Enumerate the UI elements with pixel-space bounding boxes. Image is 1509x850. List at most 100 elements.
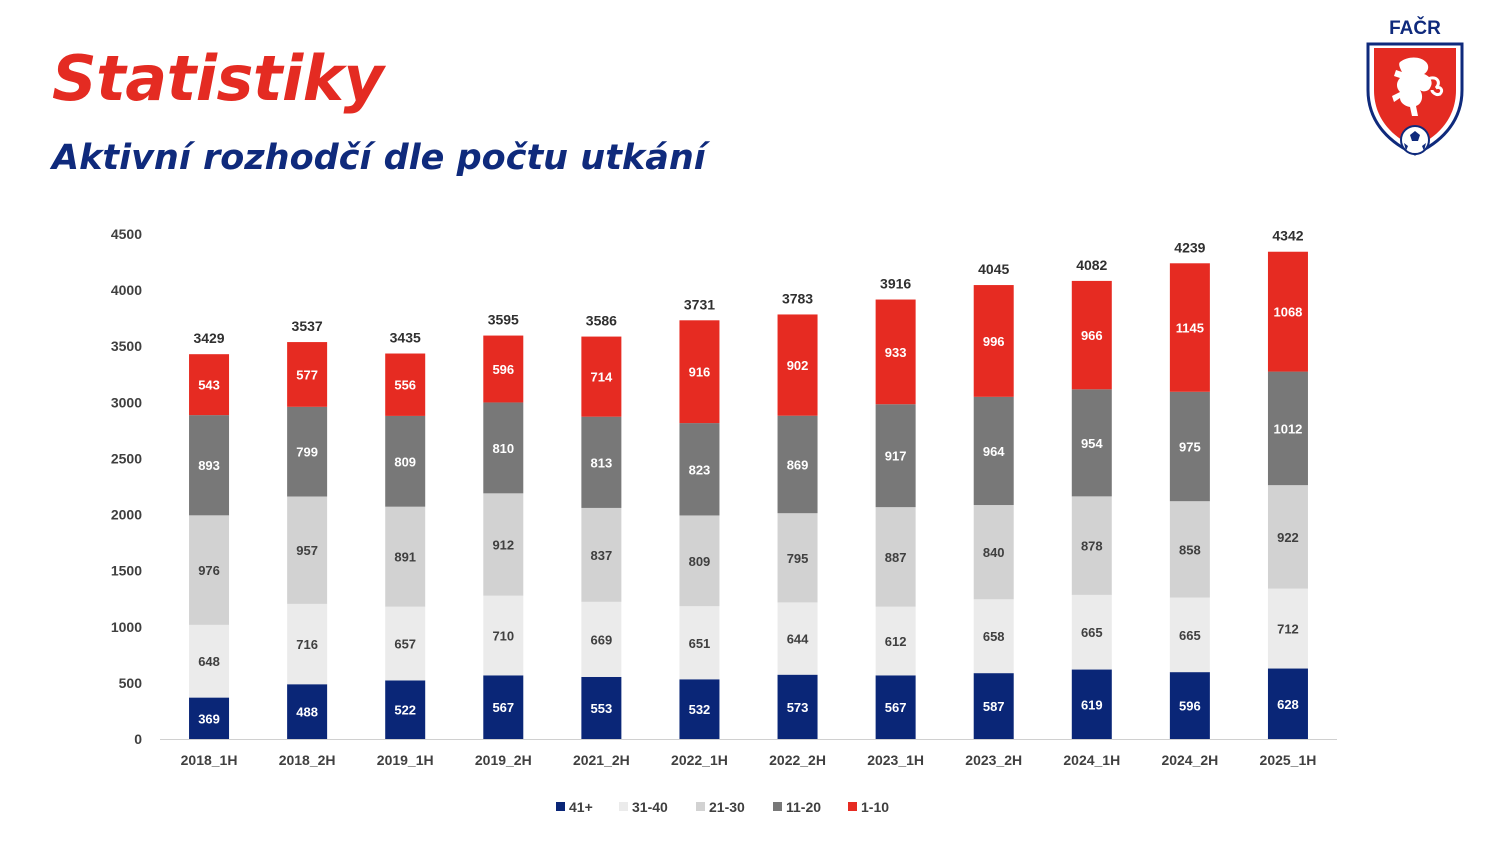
data-label: 917: [885, 449, 907, 464]
bar-segment-11-20: [777, 415, 818, 514]
total-label: 3916: [880, 276, 911, 292]
y-tick-label: 500: [119, 675, 143, 691]
bar-segment-11-20: [973, 396, 1014, 506]
data-label: 488: [296, 705, 318, 720]
bar-segment-41+: [875, 675, 916, 739]
bar-segment-11-20: [581, 416, 622, 508]
total-label: 3586: [586, 313, 617, 329]
data-label: 799: [296, 445, 318, 460]
bar-segment-41+: [679, 679, 720, 739]
x-tick-label: 2022_2H: [769, 752, 826, 768]
data-label: 823: [689, 462, 711, 477]
x-tick-label: 2023_1H: [867, 752, 924, 768]
page-title: Statistiky: [52, 42, 384, 115]
bar-segment-41+: [973, 673, 1014, 739]
data-label: 837: [591, 548, 613, 563]
data-label: 858: [1179, 542, 1201, 557]
legend-label: 31-40: [632, 799, 668, 815]
total-label: 3435: [390, 330, 421, 346]
data-label: 657: [394, 637, 416, 652]
data-label: 810: [492, 441, 514, 456]
bar-segment-41+: [777, 674, 818, 739]
bar-segment-31-40: [189, 624, 230, 698]
data-label: 543: [198, 378, 220, 393]
bar-segment-21-30: [385, 506, 426, 607]
bar-segment-11-20: [1071, 389, 1112, 497]
lion-crest-icon: [1392, 57, 1444, 116]
x-tick-label: 2025_1H: [1260, 752, 1317, 768]
data-label: 587: [983, 699, 1005, 714]
legend-label: 21-30: [709, 799, 745, 815]
legend-swatch: [773, 802, 782, 811]
bar-segment-11-20: [679, 423, 720, 516]
bar-segment-21-30: [1071, 496, 1112, 595]
total-label: 4082: [1076, 257, 1107, 273]
x-tick-label: 2019_1H: [377, 752, 434, 768]
bar-segment-1-10: [1071, 280, 1112, 390]
bar-segment-41+: [1169, 672, 1210, 739]
data-label: 954: [1081, 436, 1103, 451]
bar-segment-11-20: [483, 402, 524, 494]
y-tick-label: 4500: [111, 226, 142, 242]
bar-segment-1-10: [189, 354, 230, 416]
total-label: 4239: [1174, 239, 1205, 255]
legend-label: 41+: [569, 799, 593, 815]
y-tick-label: 1500: [111, 563, 142, 579]
bar-segment-41+: [1071, 669, 1112, 739]
data-label: 665: [1179, 628, 1201, 643]
total-label: 3595: [488, 312, 519, 328]
x-tick-label: 2023_2H: [965, 752, 1022, 768]
data-label: 996: [983, 334, 1005, 349]
total-label: 3731: [684, 296, 715, 312]
data-label: 567: [885, 700, 907, 715]
data-label: 532: [689, 702, 711, 717]
data-label: 669: [591, 632, 613, 647]
data-label: 869: [787, 457, 809, 472]
bar-segment-1-10: [483, 335, 524, 403]
bar-segment-41+: [581, 676, 622, 739]
legend-swatch: [619, 802, 628, 811]
bar-segment-41+: [189, 697, 230, 739]
total-label: 3429: [193, 330, 224, 346]
bar-segment-31-40: [679, 606, 720, 680]
data-label: 1012: [1273, 421, 1302, 436]
bar-segment-1-10: [1267, 251, 1308, 372]
y-tick-label: 3500: [111, 338, 142, 354]
bar-segment-31-40: [875, 606, 916, 676]
data-label: 809: [689, 554, 711, 569]
x-tick-label: 2019_2H: [475, 752, 532, 768]
bar-segment-1-10: [581, 336, 622, 417]
bar-segment-41+: [385, 680, 426, 739]
y-tick-label: 4000: [111, 282, 142, 298]
legend-label: 11-20: [786, 799, 821, 815]
bar-segment-11-20: [189, 415, 230, 516]
bar-segment-21-30: [679, 515, 720, 607]
y-tick-label: 2500: [111, 450, 142, 466]
data-label: 619: [1081, 697, 1103, 712]
bar-segment-21-30: [1267, 485, 1308, 589]
bar-segment-11-20: [1169, 391, 1210, 502]
bar-segment-41+: [287, 684, 328, 739]
total-label: 3537: [292, 318, 323, 334]
x-tick-label: 2024_1H: [1063, 752, 1120, 768]
data-label: 665: [1081, 625, 1103, 640]
data-label: 553: [591, 701, 613, 716]
x-tick-label: 2022_1H: [671, 752, 728, 768]
data-label: 893: [198, 458, 220, 473]
bar-segment-31-40: [385, 606, 426, 681]
data-label: 710: [492, 629, 514, 644]
data-label: 556: [394, 378, 416, 393]
x-tick-label: 2024_2H: [1161, 752, 1218, 768]
data-label: 651: [689, 636, 711, 651]
data-label: 933: [885, 345, 907, 360]
data-label: 964: [983, 444, 1005, 459]
bar-segment-21-30: [1169, 501, 1210, 598]
bar-segment-21-30: [483, 493, 524, 596]
bar-segment-1-10: [973, 285, 1014, 397]
data-label: 809: [394, 454, 416, 469]
bar-segment-31-40: [581, 601, 622, 677]
data-label: 628: [1277, 697, 1299, 712]
bar-segment-1-10: [385, 353, 426, 416]
data-label: 795: [787, 551, 809, 566]
data-label: 916: [689, 365, 711, 380]
